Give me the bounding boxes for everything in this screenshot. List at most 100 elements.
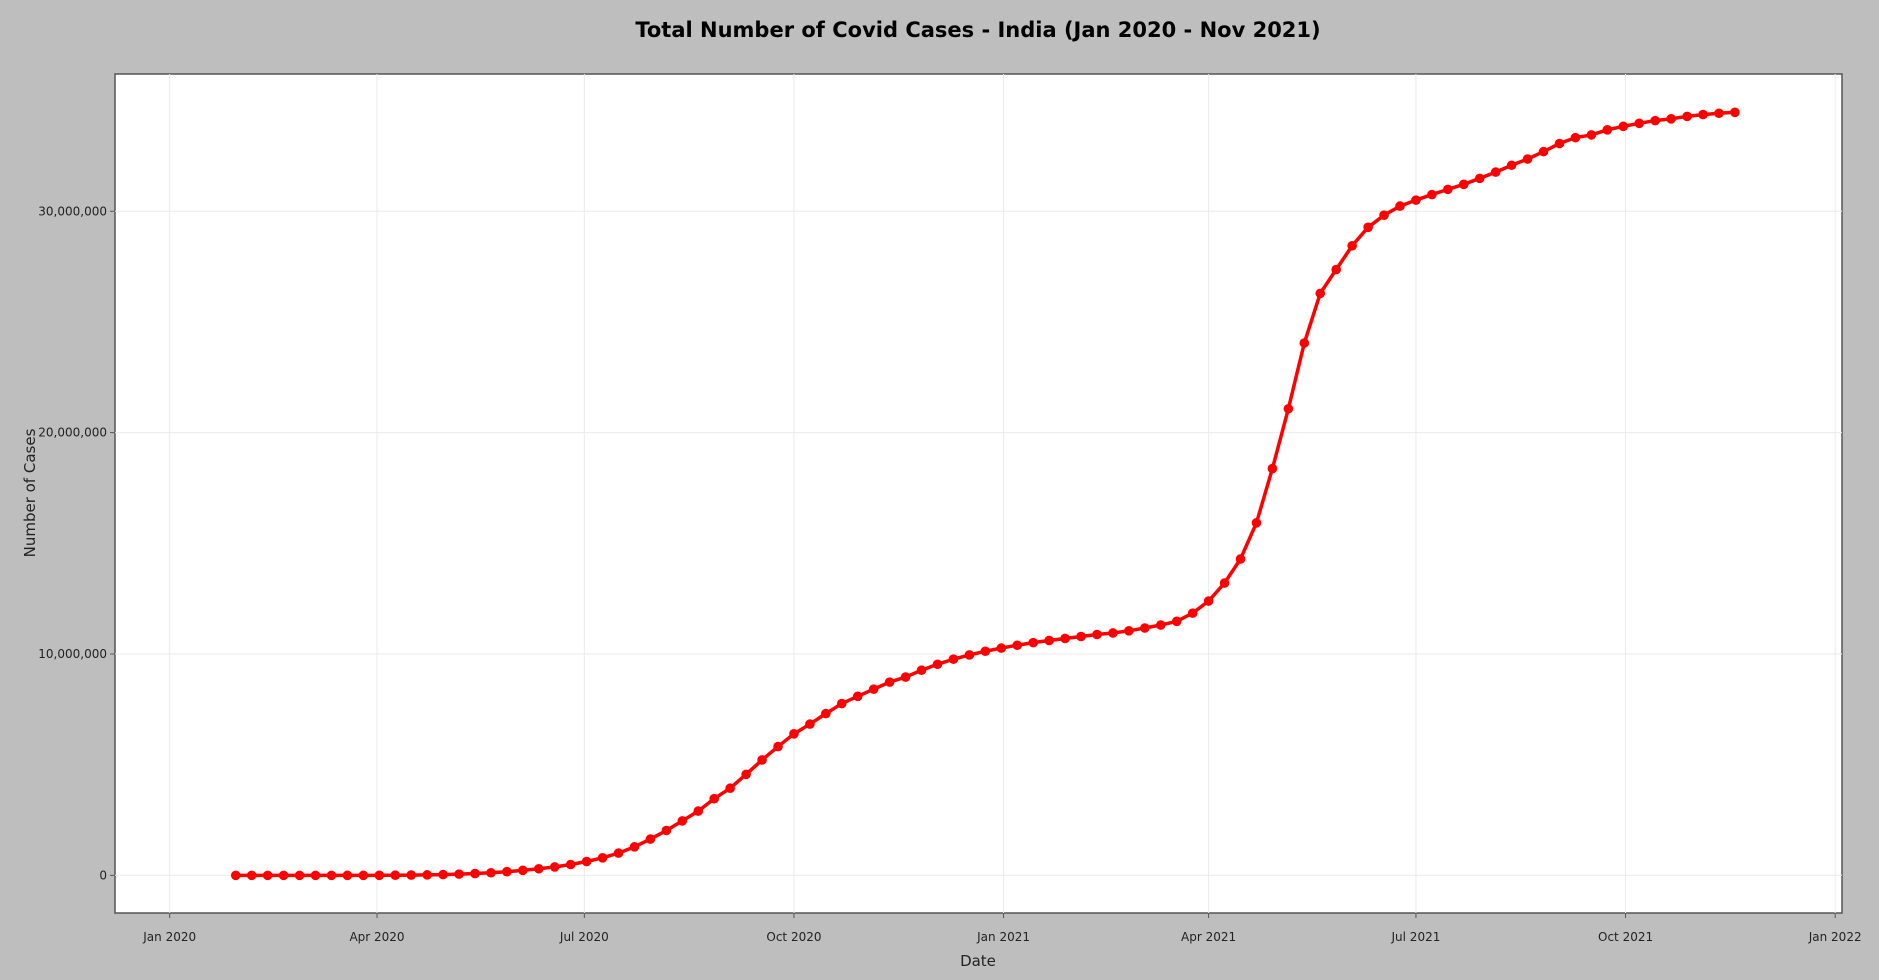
y-tick-label: 20,000,000 bbox=[38, 426, 107, 440]
data-point bbox=[549, 862, 560, 872]
data-point bbox=[1411, 195, 1421, 205]
data-point bbox=[1714, 108, 1724, 119]
data-point bbox=[1044, 635, 1054, 646]
data-point bbox=[565, 859, 576, 870]
data-point bbox=[629, 842, 640, 852]
data-point bbox=[454, 869, 464, 879]
x-tick-label: Jan 2022 bbox=[1808, 930, 1862, 944]
data-point bbox=[900, 672, 911, 682]
data-point bbox=[805, 719, 815, 729]
data-point bbox=[1331, 264, 1342, 275]
data-point bbox=[884, 677, 895, 687]
data-point bbox=[1443, 184, 1453, 195]
data-point bbox=[1187, 608, 1198, 618]
y-tick-label: 0 bbox=[99, 868, 107, 882]
x-tick-label: Jan 2020 bbox=[142, 930, 196, 944]
series-markers bbox=[230, 107, 1740, 881]
data-point bbox=[1347, 240, 1357, 251]
data-point bbox=[597, 852, 608, 863]
data-point bbox=[996, 643, 1007, 653]
data-point bbox=[262, 870, 273, 881]
x-tick-label: Jul 2021 bbox=[1391, 930, 1441, 944]
data-point bbox=[518, 865, 528, 876]
data-point bbox=[1554, 138, 1565, 149]
data-point bbox=[1395, 201, 1405, 211]
data-point bbox=[438, 869, 448, 880]
data-point bbox=[709, 793, 720, 804]
chart-title: Total Number of Covid Cases - India (Jan… bbox=[635, 18, 1320, 42]
data-point bbox=[661, 825, 672, 836]
data-point bbox=[1618, 121, 1629, 132]
x-tick-label: Apr 2020 bbox=[349, 930, 404, 944]
data-point bbox=[1474, 173, 1485, 184]
data-point bbox=[1251, 518, 1262, 528]
data-point bbox=[310, 870, 321, 881]
data-point bbox=[1283, 403, 1294, 414]
data-point bbox=[1730, 107, 1740, 118]
data-point bbox=[294, 870, 305, 881]
data-point bbox=[246, 870, 257, 881]
data-point bbox=[390, 870, 401, 881]
data-point bbox=[677, 816, 688, 826]
data-point bbox=[1124, 626, 1134, 636]
data-point bbox=[1060, 633, 1070, 644]
data-point bbox=[1108, 628, 1118, 638]
data-point bbox=[1076, 631, 1086, 642]
data-point bbox=[1379, 210, 1389, 220]
data-point bbox=[645, 834, 656, 844]
x-tick-label: Oct 2020 bbox=[766, 930, 821, 944]
data-point bbox=[1522, 154, 1533, 164]
y-tick-label: 10,000,000 bbox=[38, 647, 107, 661]
data-point bbox=[1490, 167, 1501, 177]
data-point bbox=[789, 729, 799, 739]
data-point bbox=[422, 870, 432, 880]
data-point bbox=[836, 698, 847, 709]
data-point bbox=[1203, 596, 1214, 606]
data-point bbox=[486, 867, 496, 878]
data-point bbox=[1299, 338, 1310, 348]
data-point bbox=[1650, 115, 1660, 126]
data-point bbox=[821, 708, 831, 719]
data-point bbox=[1267, 463, 1278, 474]
data-point bbox=[852, 691, 863, 702]
y-tick-label: 30,000,000 bbox=[38, 204, 107, 218]
data-point bbox=[358, 870, 369, 881]
data-point bbox=[502, 866, 512, 877]
data-point bbox=[1666, 114, 1676, 124]
data-point bbox=[1363, 222, 1373, 233]
plot-area bbox=[114, 73, 1843, 914]
data-point bbox=[1315, 288, 1326, 299]
data-point bbox=[1028, 637, 1038, 648]
data-point bbox=[1235, 554, 1246, 564]
data-point bbox=[1092, 629, 1102, 640]
data-point bbox=[1506, 160, 1517, 171]
x-tick-label: Apr 2021 bbox=[1181, 930, 1236, 944]
data-point bbox=[1634, 118, 1645, 129]
y-axis-label: Number of Cases bbox=[21, 428, 39, 557]
data-point bbox=[326, 870, 337, 881]
data-point bbox=[741, 769, 751, 780]
data-point bbox=[725, 783, 735, 794]
data-point bbox=[773, 741, 783, 752]
data-point bbox=[342, 870, 353, 881]
data-point bbox=[980, 646, 991, 657]
data-point bbox=[1012, 640, 1023, 651]
data-point bbox=[1171, 616, 1182, 627]
data-point bbox=[1586, 130, 1597, 140]
data-point bbox=[533, 863, 544, 874]
data-point bbox=[916, 665, 927, 676]
x-tick-label: Jul 2020 bbox=[559, 930, 609, 944]
data-point bbox=[757, 755, 767, 765]
axis-ticks: Jan 2020 Apr 2020 Jul 2020 Oct 2020 Jan 2021… bbox=[38, 204, 1861, 944]
data-point bbox=[406, 870, 416, 880]
data-point bbox=[374, 870, 385, 881]
data-point bbox=[964, 650, 975, 660]
data-point bbox=[1698, 109, 1708, 120]
data-point bbox=[932, 659, 943, 670]
data-point bbox=[230, 870, 241, 881]
x-tick-label: Oct 2021 bbox=[1598, 930, 1653, 944]
data-point bbox=[1427, 189, 1437, 200]
data-point bbox=[1458, 179, 1469, 190]
data-point bbox=[613, 848, 624, 858]
